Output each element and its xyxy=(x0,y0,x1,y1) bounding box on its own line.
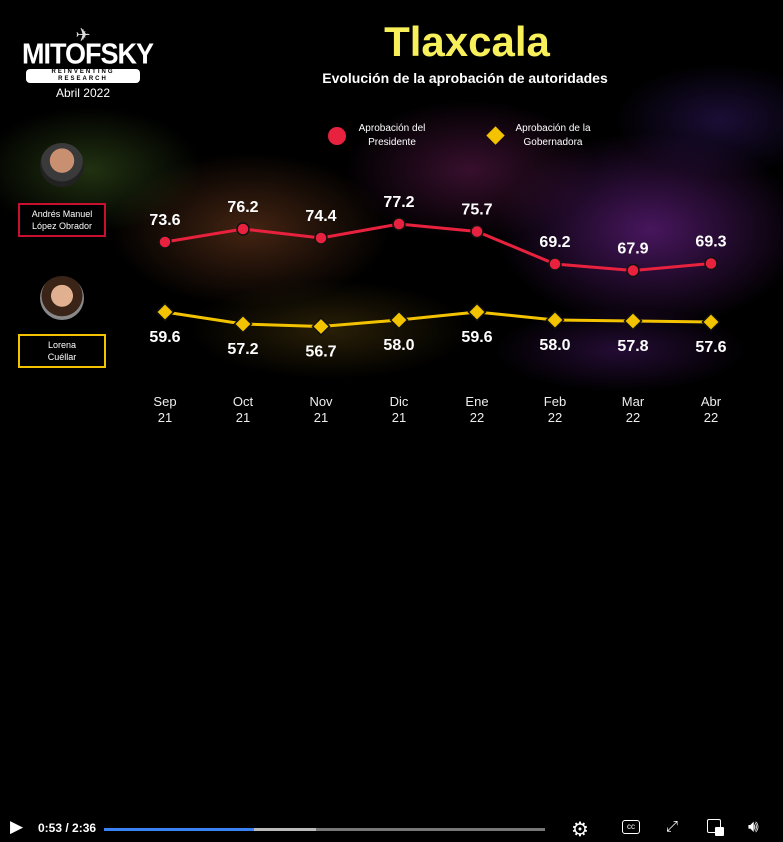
x-tick-label: Mar 22 xyxy=(621,394,645,425)
survey-date: Abril 2022 xyxy=(55,86,111,100)
x-tick-label: Feb 22 xyxy=(543,394,567,425)
governor-name-box: Lorena Cuéllar xyxy=(18,334,106,368)
series-line-0 xyxy=(164,222,712,273)
data-label: 74.4 xyxy=(305,208,336,225)
x-tick-label: Nov 21 xyxy=(309,394,333,425)
progress-bar[interactable] xyxy=(104,828,545,831)
person-name: Cuéllar xyxy=(47,352,77,362)
president-photo xyxy=(40,143,84,187)
pip-icon[interactable] xyxy=(707,819,724,836)
x-tick-label: Sep 21 xyxy=(153,394,177,425)
chart-title: Tlaxcala xyxy=(384,18,550,65)
play-icon[interactable]: ▶ xyxy=(10,817,24,836)
logo-brand: MITOFSKY xyxy=(22,38,154,70)
data-point xyxy=(155,302,175,322)
data-label: 58.0 xyxy=(383,337,414,354)
data-point xyxy=(311,316,331,337)
series-line-1 xyxy=(164,310,712,329)
x-tick-label: Dic 21 xyxy=(389,394,409,425)
data-point xyxy=(392,217,406,231)
data-point xyxy=(704,256,718,271)
legend-label: Aprobación del xyxy=(358,123,426,134)
data-label: 57.6 xyxy=(695,339,726,356)
data-point xyxy=(470,224,484,239)
data-label: 59.6 xyxy=(149,329,180,346)
governor-photo xyxy=(40,276,84,320)
time-display: 0:53 / 2:36 xyxy=(38,821,97,835)
chart-subtitle: Evolución de la aprobación de autoridade… xyxy=(322,70,608,86)
person-name: Andrés Manuel xyxy=(31,209,93,219)
data-label: 76.2 xyxy=(227,199,258,216)
data-label: 77.2 xyxy=(383,194,414,211)
person-president: Andrés Manuel López Obrador xyxy=(18,143,106,237)
data-point xyxy=(314,231,328,245)
data-point xyxy=(389,310,409,330)
bird-logo-icon: ✈ xyxy=(75,25,91,45)
data-label: 59.6 xyxy=(461,329,492,346)
x-tick-label: Oct 21 xyxy=(232,394,254,425)
data-point xyxy=(623,311,643,331)
legend-governor: Aprobación de la Gobernadora xyxy=(508,122,598,150)
logo-tagline: REINVENTING RESEARCH xyxy=(26,69,140,83)
captions-icon[interactable]: cc xyxy=(622,820,640,834)
data-point xyxy=(701,312,721,332)
data-point xyxy=(233,314,253,334)
legend-label: Gobernadora xyxy=(523,137,583,148)
data-point xyxy=(467,302,487,322)
settings-icon[interactable]: ⚙ xyxy=(571,819,589,841)
person-governor: Lorena Cuéllar xyxy=(18,276,106,368)
data-label: 69.3 xyxy=(695,234,726,251)
data-label: 75.7 xyxy=(461,202,492,219)
data-point xyxy=(548,257,562,271)
data-point xyxy=(626,263,640,278)
time-current: 0:53 xyxy=(38,821,63,835)
legend-label: Aprobación de la xyxy=(515,123,591,134)
legend-president: Aprobación del Presidente xyxy=(352,122,432,150)
legend-label: Presidente xyxy=(368,137,416,148)
line-chart: 73.6 76.2 74.4 77.2 75.7 69.2 67.9 69.3 59.6 57.2… xyxy=(149,194,726,361)
x-tick-label: Ene 22 xyxy=(465,394,489,425)
fullscreen-icon[interactable]: ⤢ xyxy=(666,818,679,835)
progress-fill xyxy=(104,828,254,831)
data-label: 73.6 xyxy=(149,212,180,229)
person-name: López Obrador xyxy=(31,221,93,231)
data-point xyxy=(158,235,172,249)
data-label: 58.0 xyxy=(539,337,570,354)
data-label: 56.7 xyxy=(305,344,336,361)
data-point xyxy=(545,310,565,330)
x-tick-label: Abr 22 xyxy=(700,394,722,425)
volume-icon[interactable]: 🔊︎ xyxy=(748,817,759,836)
data-label: 57.8 xyxy=(617,338,648,355)
time-total: 2:36 xyxy=(72,821,97,835)
legend-circle-icon xyxy=(328,127,346,145)
video-controls: ▶ 0:53 / 2:36 ⚙ cc ⤢ 🔊︎ xyxy=(0,405,783,841)
data-label: 57.2 xyxy=(227,341,258,358)
person-name: Lorena xyxy=(47,340,77,350)
mitofsky-logo: ✈ MITOFSKY REINVENTING RESEARCH Abril 20… xyxy=(22,25,154,100)
data-label: 67.9 xyxy=(617,241,648,258)
data-label: 69.2 xyxy=(539,234,570,251)
data-point xyxy=(236,222,250,236)
president-name-box: Andrés Manuel López Obrador xyxy=(18,203,106,237)
